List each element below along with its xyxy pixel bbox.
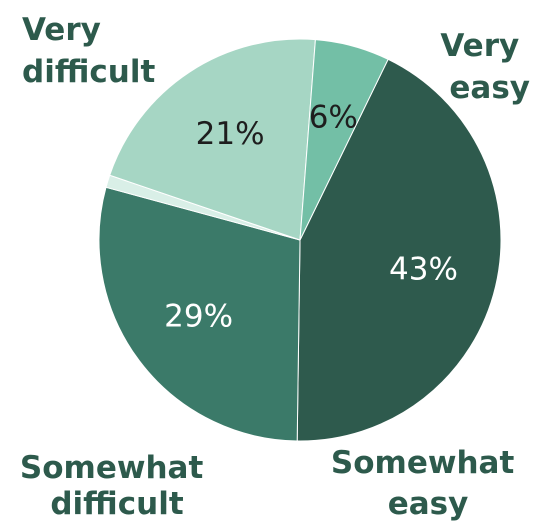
pie-slice-somewhat-difficult [109,38,316,241]
pie-slices [98,38,502,442]
percent-label-somewhat-difficult: 21% [196,116,265,152]
label-very-easy: Very easy [440,28,530,106]
percent-label-very-difficult: 6% [309,99,358,135]
label-somewhat-difficult: Somewhat difficult [20,450,214,521]
label-very-difficult: Very difficult [22,12,155,90]
label-somewhat-easy: Somewhat easy [331,445,525,521]
percent-label-somewhat-easy: 29% [164,298,233,334]
pie-slice-somewhat-easy [98,186,301,442]
percent-label-very-easy: 43% [389,251,458,287]
pie-slice-very-difficult [299,39,389,241]
percent-labels: 43% 29% 21% 6% [164,99,458,334]
pie-slice-very-easy [296,58,502,442]
